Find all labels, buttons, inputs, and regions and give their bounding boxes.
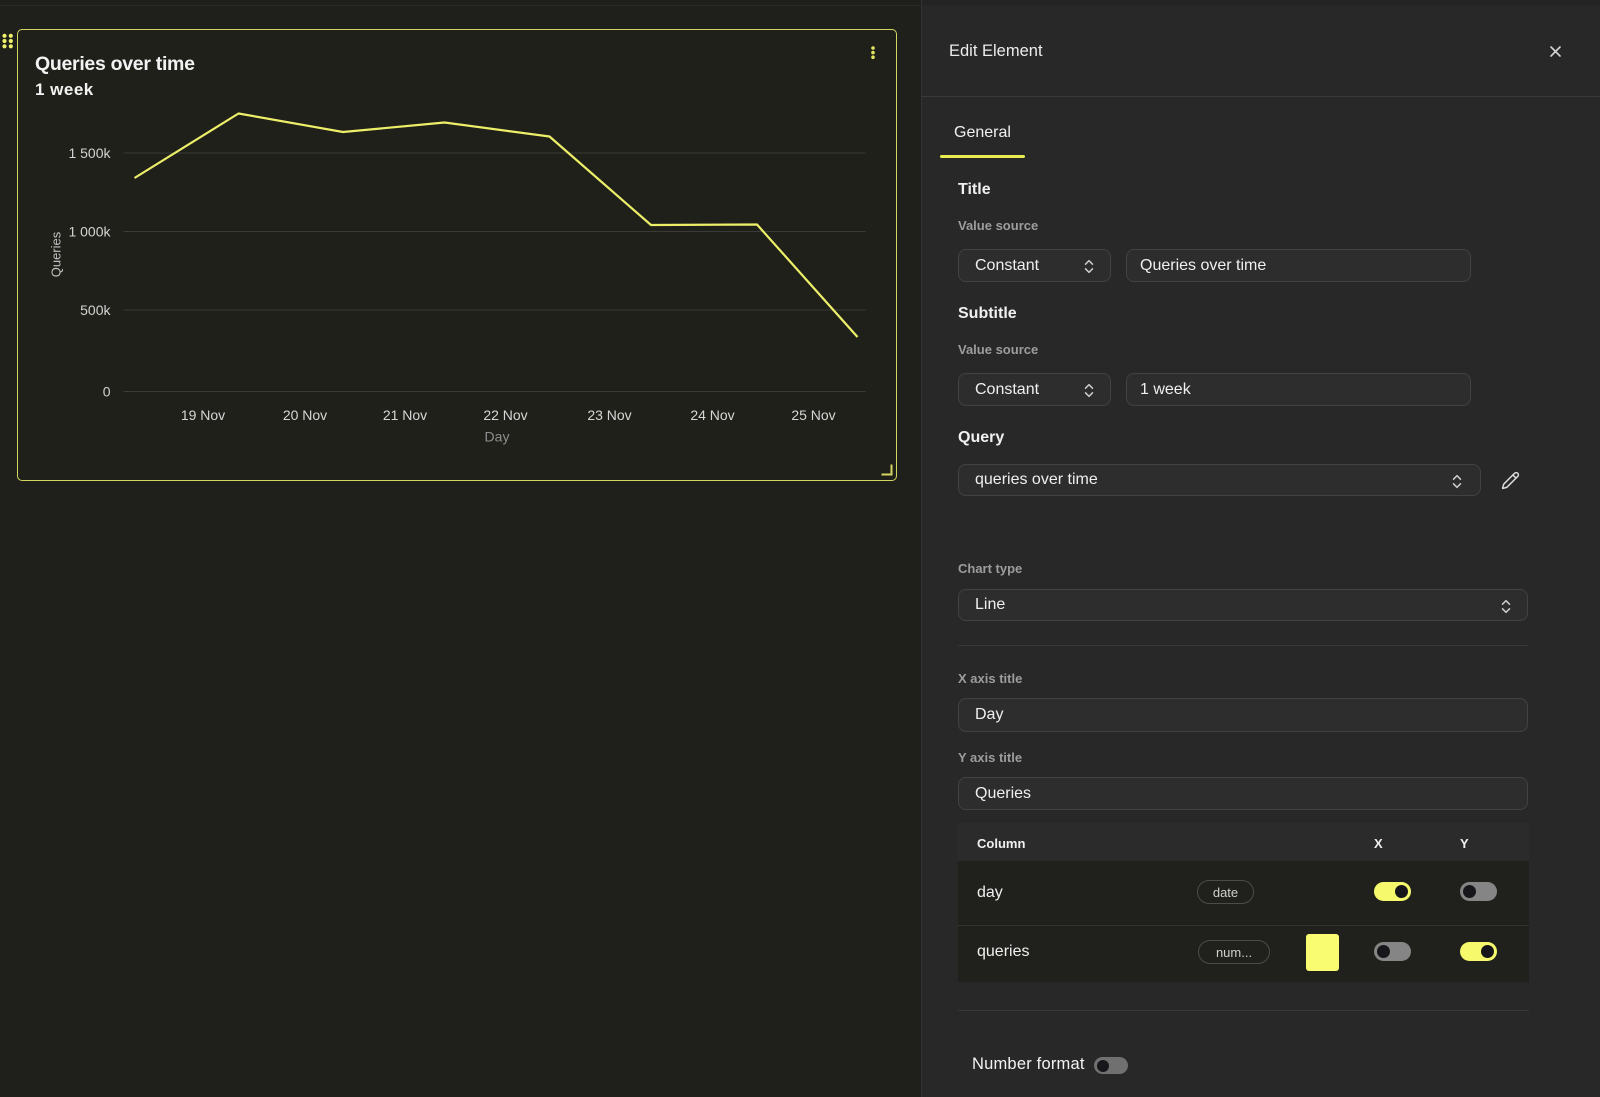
svg-text:25 Nov: 25 Nov [791, 407, 835, 423]
svg-text:1 000k: 1 000k [68, 224, 111, 240]
svg-text:24 Nov: 24 Nov [690, 407, 734, 423]
svg-text:19 Nov: 19 Nov [181, 407, 225, 423]
svg-text:23 Nov: 23 Nov [587, 407, 631, 423]
svg-text:Day: Day [485, 429, 510, 445]
svg-text:500k: 500k [80, 302, 111, 318]
svg-text:0: 0 [103, 384, 111, 400]
svg-text:Queries: Queries [49, 231, 64, 277]
svg-text:22 Nov: 22 Nov [483, 407, 527, 423]
svg-text:21 Nov: 21 Nov [383, 407, 427, 423]
svg-text:1 500k: 1 500k [68, 145, 111, 161]
svg-text:20 Nov: 20 Nov [283, 407, 327, 423]
